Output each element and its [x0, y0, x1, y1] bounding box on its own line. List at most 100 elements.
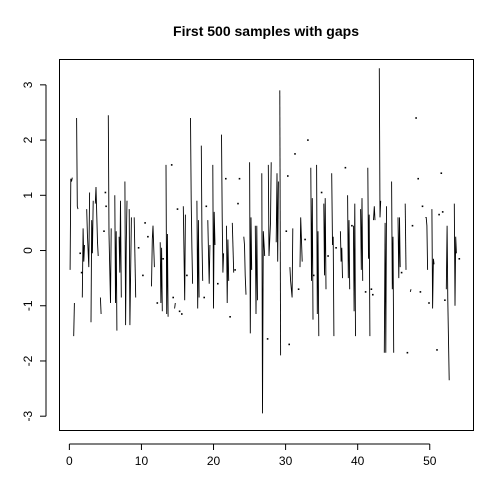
series-point — [304, 238, 306, 241]
series-point — [320, 191, 323, 194]
series-point — [312, 274, 315, 277]
data-series — [69, 68, 461, 414]
series-point — [327, 255, 329, 257]
series-segment — [453, 203, 457, 306]
series-point — [419, 291, 422, 293]
series-segment — [165, 164, 169, 317]
series-point — [172, 296, 174, 299]
series-segment — [397, 217, 401, 279]
series-segment — [190, 117, 194, 284]
series-point — [406, 351, 409, 354]
series-point — [103, 230, 105, 232]
y-tick-label: 2 — [21, 136, 35, 143]
series-point — [417, 177, 419, 180]
series-point — [287, 175, 289, 177]
series-segment — [212, 164, 216, 309]
series-point — [205, 205, 208, 208]
series-segment — [360, 198, 364, 281]
x-tick-label: 50 — [423, 454, 437, 468]
series-segment — [200, 145, 204, 281]
series-segment — [249, 162, 253, 334]
y-tick-label: -3 — [21, 411, 35, 422]
series-segment — [367, 167, 371, 337]
series-point — [444, 299, 446, 301]
series-point — [411, 224, 414, 227]
series-segment — [289, 228, 294, 298]
series-point — [458, 258, 461, 260]
series-point — [229, 316, 231, 318]
series-segment — [196, 200, 200, 309]
series-point — [428, 302, 430, 304]
series-segment — [231, 222, 235, 273]
series-point — [162, 258, 164, 260]
series-segment — [254, 225, 258, 315]
y-tick-label: -2 — [21, 355, 35, 366]
series-point — [436, 349, 438, 351]
series-point — [203, 296, 205, 299]
series-segment — [431, 209, 435, 309]
x-tick-label: 0 — [66, 454, 73, 468]
series-point — [80, 271, 83, 274]
series-segment — [404, 203, 407, 270]
y-tick-label: -1 — [21, 300, 35, 311]
series-point — [372, 293, 374, 296]
series-segment — [425, 216, 429, 270]
series-point — [344, 166, 347, 169]
series-point — [181, 313, 183, 315]
chart-title: First 500 samples with gaps — [173, 23, 359, 39]
series-point — [294, 153, 296, 155]
series-segment — [69, 177, 73, 270]
series-point — [438, 213, 440, 216]
series-point — [364, 291, 367, 293]
series-segment — [339, 231, 343, 279]
series-segment — [383, 206, 387, 353]
series-segment — [316, 164, 320, 337]
y-tick-label: 3 — [21, 81, 35, 88]
x-tick-label: 10 — [135, 454, 149, 468]
series-segment — [124, 181, 128, 326]
series-segment — [331, 173, 335, 337]
y-tick-label: 0 — [21, 247, 35, 254]
series-segment — [347, 195, 351, 290]
series-segment — [243, 236, 247, 295]
x-tick-label: 30 — [279, 454, 293, 468]
series-segment — [279, 90, 282, 356]
series-segment — [409, 289, 412, 293]
series-segment — [310, 167, 314, 320]
series-point — [186, 274, 188, 277]
series-segment — [174, 302, 176, 309]
series-point — [178, 310, 181, 313]
series-segment — [391, 181, 395, 353]
series-segment — [267, 162, 272, 257]
series-segment — [94, 186, 99, 257]
series-point — [170, 164, 173, 166]
series-segment — [378, 68, 382, 218]
series-segment — [151, 225, 155, 287]
series-segment — [207, 220, 211, 284]
series-segment — [73, 302, 75, 337]
series-point — [142, 274, 144, 277]
series-point — [441, 211, 444, 213]
series-segment — [159, 242, 163, 312]
series-segment — [275, 173, 279, 262]
series-point — [105, 205, 107, 208]
series-point — [147, 235, 149, 238]
series-point — [297, 288, 300, 290]
y-tick-label: 1 — [21, 192, 35, 199]
series-point — [307, 139, 309, 141]
series-point — [351, 224, 353, 227]
series-segment — [133, 217, 137, 298]
x-axis: 0 10 20 30 40 50 — [66, 443, 437, 468]
series-point — [225, 177, 227, 180]
series-segment — [114, 195, 118, 331]
series-segment — [299, 217, 303, 268]
series-segment — [261, 173, 266, 414]
series-segment — [107, 115, 112, 304]
series-point — [440, 172, 443, 174]
series-segment — [323, 198, 327, 290]
series-point — [335, 247, 337, 249]
series-segment — [76, 117, 79, 210]
series-point — [288, 343, 290, 346]
series-segment — [81, 228, 85, 298]
